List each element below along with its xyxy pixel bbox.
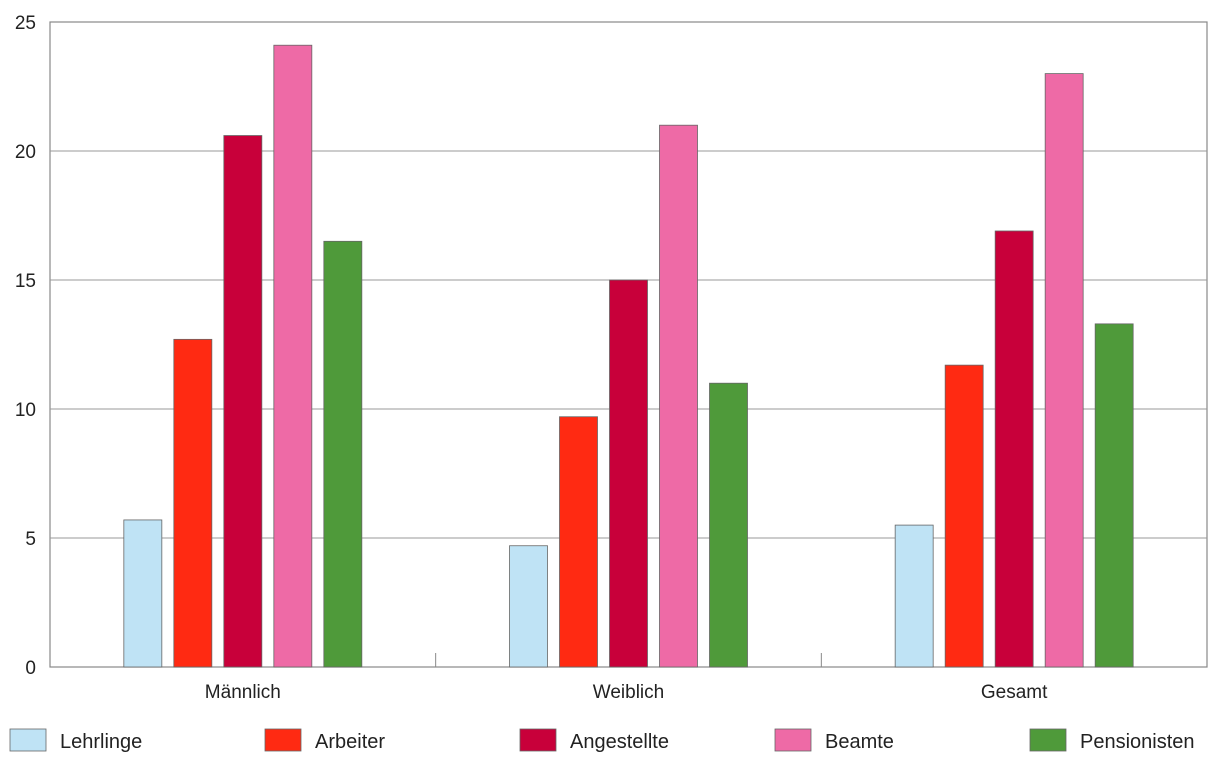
bar-beamte-1: [273, 44, 313, 668]
bar-angestellte-3: [994, 230, 1034, 668]
y-tick-label: 15: [15, 271, 36, 292]
bar-lehrlinge-3: [894, 524, 934, 668]
legend-label: Lehrlinge: [60, 731, 142, 753]
y-tick-label: 20: [15, 142, 36, 163]
bar-lehrlinge-1: [123, 519, 163, 668]
y-axis-ticks: 0 5 10 15 20 25: [15, 13, 36, 679]
bar-arbeiter-3: [944, 364, 984, 668]
bars: [123, 44, 1134, 668]
x-category-label: Gesamt: [981, 682, 1048, 703]
bar-pensionisten-2: [709, 382, 748, 668]
legend-label: Pensionisten: [1080, 731, 1195, 753]
y-tick-label: 0: [25, 658, 36, 679]
bar-angestellte-2: [609, 279, 648, 668]
bar-arbeiter-2: [559, 416, 598, 668]
legend-label: Beamte: [825, 731, 894, 753]
bar-beamte-2: [659, 124, 698, 668]
bar-arbeiter-1: [173, 338, 213, 668]
legend: Lehrlinge Arbeiter Angestellte Beamte Pensio…: [9, 728, 1195, 753]
legend-swatch: [264, 728, 302, 752]
y-tick-label: 25: [15, 13, 36, 34]
legend-label: Angestellte: [570, 731, 669, 753]
bar-angestellte-1: [223, 135, 263, 668]
x-category-label: Weiblich: [593, 682, 664, 703]
legend-swatch: [774, 728, 812, 752]
bar-beamte-3: [1044, 73, 1084, 668]
bar-pensionisten-1: [323, 240, 363, 668]
x-axis-categories: Männlich Weiblich Gesamt: [205, 682, 1048, 703]
x-category-label: Männlich: [205, 682, 281, 703]
y-tick-label: 10: [15, 400, 36, 421]
legend-swatch: [9, 728, 47, 752]
legend-swatch: [1029, 728, 1067, 752]
y-tick-label: 5: [25, 529, 36, 550]
bar-lehrlinge-2: [509, 545, 548, 668]
legend-label: Arbeiter: [315, 731, 385, 753]
bar-pensionisten-3: [1094, 323, 1134, 668]
legend-swatch: [519, 728, 557, 752]
